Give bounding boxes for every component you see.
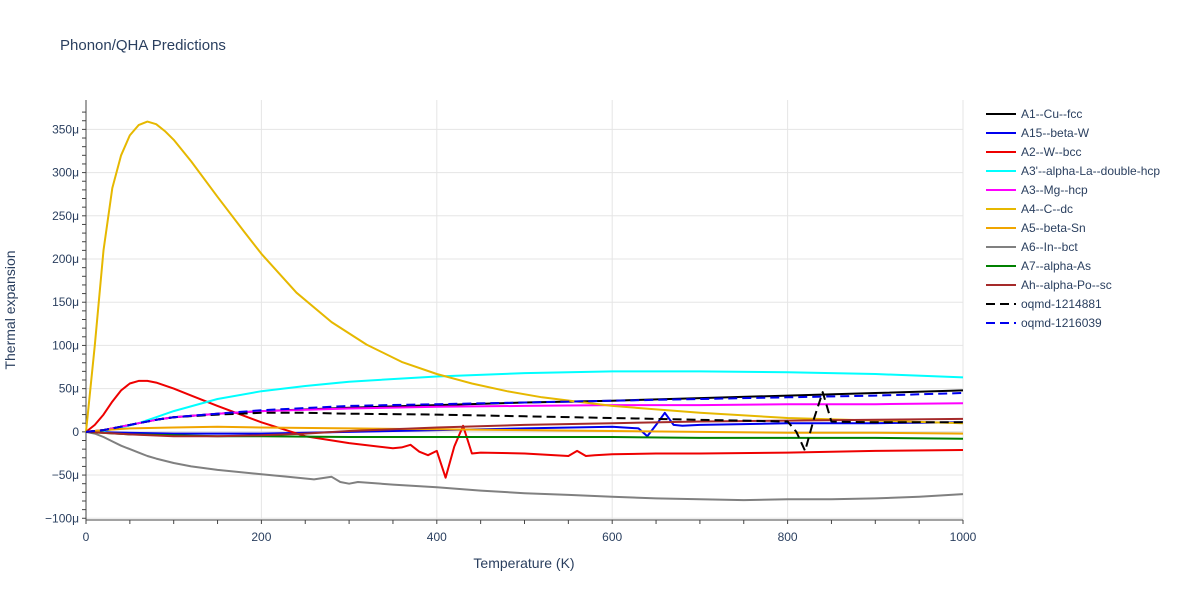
x-axis-title: Temperature (K) — [473, 555, 574, 571]
y-tick-label: 250μ — [52, 209, 79, 223]
legend-label: A3--Mg--hcp — [1021, 183, 1088, 197]
y-tick-label: 100μ — [52, 338, 79, 352]
series-line-oqmd-1216039 — [85, 392, 964, 433]
ticks: 0 200 400 600 800 1000 −100μ −50μ 0 50μ 100μ 150μ 20… — [45, 122, 977, 544]
legend-label: A3'--alpha-La--double-hcp — [1021, 164, 1160, 178]
y-tick-label: 300μ — [52, 166, 79, 180]
y-tick-label: −100μ — [45, 511, 79, 525]
x-tick-label: 200 — [251, 530, 271, 544]
grid — [86, 100, 964, 520]
y-tick-label: 150μ — [52, 295, 79, 309]
x-tick-label: 1000 — [950, 530, 977, 544]
legend-label: Ah--alpha-Po--sc — [1021, 278, 1112, 292]
y-tick-label: 0 — [72, 425, 79, 439]
legend: A1--Cu--fcc A15--beta-W A2--W--bcc A3'--alp… — [986, 107, 1160, 330]
legend-label: A6--In--bct — [1021, 240, 1078, 254]
legend-label: A5--beta-Sn — [1021, 221, 1086, 235]
legend-label: A2--W--bcc — [1021, 145, 1081, 159]
legend-label: A4--C--dc — [1021, 202, 1073, 216]
series-layer — [85, 120, 964, 502]
x-tick-label: 600 — [602, 530, 622, 544]
legend-label: A1--Cu--fcc — [1021, 107, 1082, 121]
series-line-a6-in-bct — [85, 430, 964, 502]
legend-label: oqmd-1214881 — [1021, 297, 1102, 311]
axes — [82, 100, 964, 524]
y-axis-title: Thermal expansion — [2, 250, 18, 369]
chart-title: Phonon/QHA Predictions — [60, 37, 226, 54]
y-tick-label: 200μ — [52, 252, 79, 266]
x-tick-label: 800 — [778, 530, 798, 544]
y-tick-label: −50μ — [52, 468, 79, 482]
legend-label: oqmd-1216039 — [1021, 316, 1102, 330]
x-tick-label: 0 — [83, 530, 90, 544]
legend-label: A7--alpha-As — [1021, 259, 1091, 273]
series-line-a4-c-dc — [85, 120, 964, 433]
y-tick-label: 350μ — [52, 122, 79, 136]
legend-label: A15--beta-W — [1021, 126, 1090, 140]
x-tick-label: 400 — [427, 530, 447, 544]
y-tick-label: 50μ — [59, 382, 79, 396]
series-line-a2-w-bcc — [85, 379, 964, 479]
